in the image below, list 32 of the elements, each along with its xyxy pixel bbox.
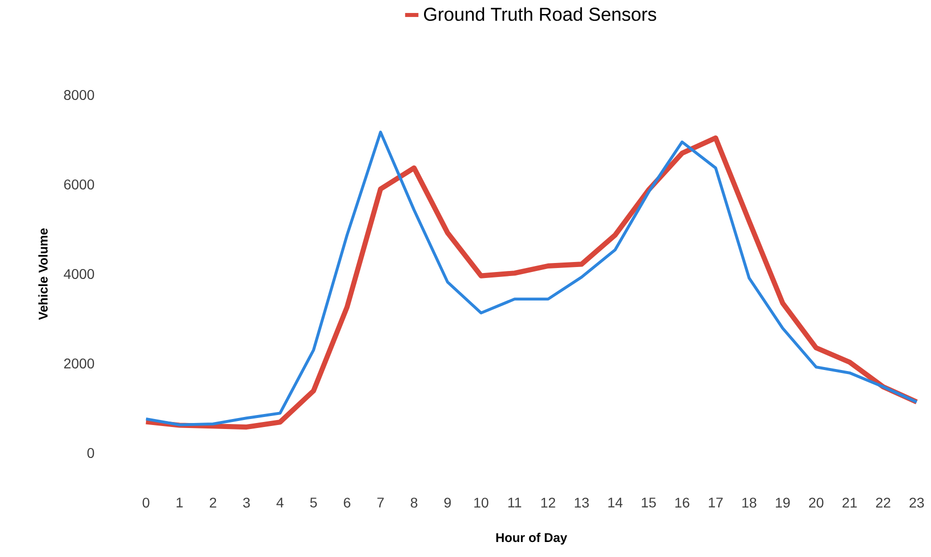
legend-label: Ground Truth Road Sensors xyxy=(424,7,656,21)
y-tick-label: 6000 xyxy=(64,180,94,190)
x-tick-label: 3 xyxy=(243,498,250,508)
x-tick-label: 23 xyxy=(910,498,924,508)
x-tick-label: 8 xyxy=(410,498,418,508)
x-tick-label: 21 xyxy=(842,498,857,508)
x-tick-label: 20 xyxy=(809,498,824,508)
x-tick-label: 16 xyxy=(675,498,690,508)
x-tick-label: 1 xyxy=(176,498,183,508)
x-tick-label: 4 xyxy=(276,498,284,508)
x-tick-label: 7 xyxy=(377,498,384,508)
y-tick-label: 4000 xyxy=(64,269,94,279)
y-tick-label: 2000 xyxy=(64,358,94,368)
x-tick-label: 6 xyxy=(344,498,350,508)
x-tick-label: 0 xyxy=(142,498,150,508)
y-tick-label: 0 xyxy=(87,448,94,458)
y-axis-title: Vehicle Volume xyxy=(38,228,48,320)
x-tick-label: 11 xyxy=(508,498,522,508)
x-tick-label: 13 xyxy=(574,498,589,508)
x-tick-label: 14 xyxy=(608,498,622,508)
x-tick-label: 2 xyxy=(210,498,216,508)
x-tick-label: 22 xyxy=(876,498,890,508)
x-tick-label: 12 xyxy=(541,498,556,508)
x-tick-label: 18 xyxy=(742,498,756,508)
y-tick-label: 8000 xyxy=(64,90,94,100)
x-tick-label: 17 xyxy=(708,498,723,508)
x-tick-label: 10 xyxy=(474,498,488,508)
x-tick-label: 5 xyxy=(310,498,317,508)
x-tick-label: 9 xyxy=(444,498,451,508)
x-axis-title: Hour of Day xyxy=(496,532,568,545)
x-tick-label: 19 xyxy=(776,498,790,508)
x-tick-label: 15 xyxy=(642,498,656,508)
